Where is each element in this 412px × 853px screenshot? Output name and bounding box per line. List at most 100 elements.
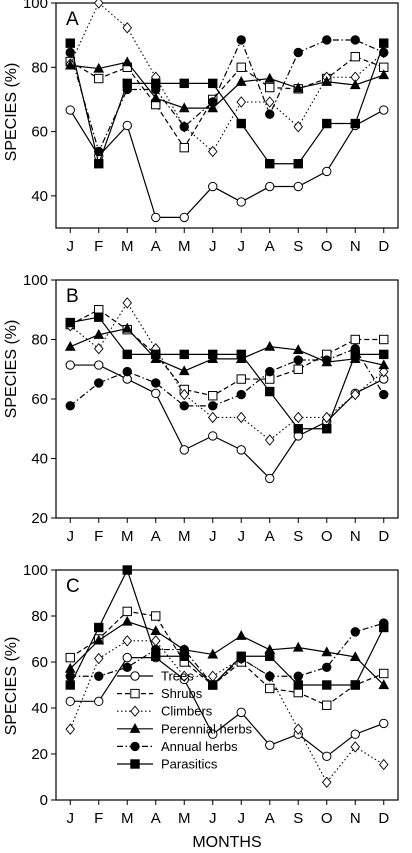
data-point <box>208 97 218 107</box>
data-point <box>379 334 389 345</box>
series-line <box>70 622 384 686</box>
data-point <box>265 386 275 397</box>
data-point <box>265 683 275 694</box>
x-tick-label: F <box>94 528 103 545</box>
data-point <box>122 662 132 672</box>
data-point <box>178 102 190 113</box>
data-point <box>65 360 75 370</box>
data-point <box>379 38 389 48</box>
data-point <box>236 118 246 129</box>
data-point <box>151 378 161 388</box>
plot-frame <box>55 2 399 229</box>
y-axis-title-b: SPECIES (%) <box>3 320 20 419</box>
series-line <box>70 316 384 430</box>
data-point <box>65 696 75 707</box>
x-tick-label: A <box>265 528 275 545</box>
data-point <box>151 78 161 89</box>
plot-frame <box>55 569 399 801</box>
series-line <box>69 640 385 784</box>
data-point <box>64 340 76 351</box>
data-point <box>207 670 218 682</box>
panel-c: J F M A M J J A S O N D020406080100CTreesShrubsClim… <box>23 562 399 827</box>
series-line <box>69 309 384 397</box>
data-point <box>179 78 189 89</box>
y-tick-label: 0 <box>40 792 48 809</box>
series-parasitics <box>65 38 389 169</box>
y-axis-title-a: SPECIES (%) <box>3 63 20 162</box>
data-point <box>292 82 304 93</box>
series-line <box>69 2 385 153</box>
data-point <box>93 62 105 73</box>
data-point <box>349 651 361 662</box>
data-point <box>179 401 189 411</box>
y-tick-label: 100 <box>23 562 48 579</box>
x-tick-label: N <box>350 528 361 545</box>
data-point <box>322 424 332 434</box>
data-point <box>122 349 132 360</box>
x-tick-label: J <box>238 238 246 255</box>
data-point <box>208 401 218 411</box>
legend-label: Shrubs <box>161 686 203 701</box>
data-point <box>379 718 389 729</box>
data-point <box>207 411 218 424</box>
data-point <box>265 159 275 169</box>
data-point <box>236 389 246 400</box>
series-line <box>69 301 385 441</box>
data-point <box>151 388 161 399</box>
x-tick-label: A <box>265 238 275 255</box>
legend-item-trees: Trees <box>117 669 194 684</box>
data-point <box>179 388 190 401</box>
x-tick-label: J <box>67 810 75 827</box>
data-point <box>350 118 360 129</box>
legend-item-shrubs: Shrubs <box>117 686 203 701</box>
data-point <box>121 322 133 333</box>
data-point <box>94 73 104 84</box>
series-perennial-herbs <box>64 56 390 113</box>
data-point <box>65 723 76 735</box>
x-tick-label: A <box>151 810 161 827</box>
data-point <box>65 680 75 690</box>
data-point <box>94 671 104 681</box>
x-tick-label: J <box>67 528 75 545</box>
legend: Trees Shrubs Climbers Perennial herbs Annual… <box>117 669 253 772</box>
data-point <box>235 76 247 86</box>
data-point <box>94 622 104 633</box>
data-point <box>208 78 218 89</box>
data-point <box>208 181 218 192</box>
x-tick-label: J <box>67 238 75 255</box>
data-point <box>93 343 104 355</box>
x-tick-label: A <box>151 238 161 255</box>
x-tick-label: J <box>209 238 217 255</box>
series-climbers <box>65 0 389 158</box>
legend-label: Perennial herbs <box>161 721 253 736</box>
x-tick-label: D <box>378 810 389 827</box>
data-point <box>94 360 104 370</box>
series-line <box>70 61 384 109</box>
data-point <box>264 72 276 83</box>
data-point <box>121 56 133 67</box>
series-perennial-herbs <box>64 322 390 376</box>
data-point <box>322 700 332 710</box>
x-tick-label: O <box>321 528 333 545</box>
data-point <box>65 317 75 328</box>
x-tick-label: O <box>321 238 333 255</box>
data-point <box>321 76 333 86</box>
x-tick-label: M <box>121 528 134 545</box>
data-point <box>65 652 75 663</box>
data-point <box>321 776 332 788</box>
series-line <box>69 38 384 154</box>
x-tick-label: M <box>121 810 134 827</box>
data-point <box>293 411 304 424</box>
data-point <box>235 630 247 640</box>
data-point <box>350 741 361 753</box>
data-point <box>293 364 303 374</box>
data-point <box>122 22 133 34</box>
y-tick-label: 20 <box>31 746 48 763</box>
legend-label: Trees <box>161 669 194 684</box>
x-tick-label: F <box>94 238 103 255</box>
series-line <box>69 42 385 166</box>
series-line <box>69 56 384 149</box>
x-tick-label: A <box>265 810 275 827</box>
